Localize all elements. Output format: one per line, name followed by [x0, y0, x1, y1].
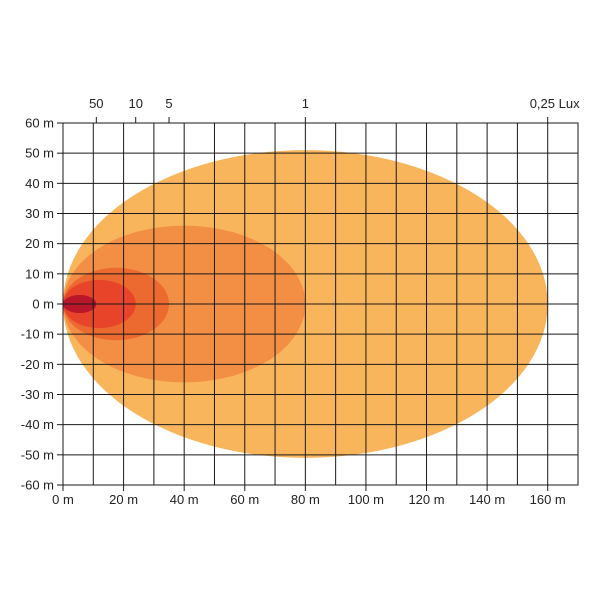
lux-tick-label: 1: [302, 96, 309, 111]
x-tick-label: 80 m: [291, 492, 320, 507]
y-tick-label: 20 m: [25, 236, 54, 251]
y-tick-label: 0 m: [32, 297, 54, 312]
y-tick-label: -60 m: [21, 478, 54, 493]
y-tick-label: 50 m: [25, 146, 54, 161]
y-tick-label: 40 m: [25, 176, 54, 191]
lux-tick-label: 10: [128, 96, 142, 111]
x-tick-label: 160 m: [530, 492, 566, 507]
y-tick-label: -20 m: [21, 357, 54, 372]
y-tick-label: -10 m: [21, 327, 54, 342]
lux-tick-label: 0,25 Lux: [530, 96, 580, 111]
y-tick-label: 10 m: [25, 266, 54, 281]
y-tick-label: 30 m: [25, 206, 54, 221]
x-tick-label: 120 m: [408, 492, 444, 507]
x-axis: 0 m 20 m 40 m 60 m 80 m 100 m 120 m 140 m 160 m: [52, 485, 566, 507]
y-tick-label: -30 m: [21, 387, 54, 402]
x-tick-label: 100 m: [348, 492, 384, 507]
x-tick-label: 20 m: [109, 492, 138, 507]
y-tick-label: -40 m: [21, 417, 54, 432]
x-tick-label: 60 m: [230, 492, 259, 507]
top-lux-axis: 0,25 Lux 1 5 10 50: [89, 96, 580, 123]
y-axis: 60 m 50 m 40 m 30 m 20 m 10 m 0 m -10 m -20 m -30…: [21, 116, 63, 493]
y-tick-label: -50 m: [21, 447, 54, 462]
lux-tick-label: 5: [165, 96, 172, 111]
x-tick-label: 40 m: [170, 492, 199, 507]
x-tick-label: 0 m: [52, 492, 74, 507]
y-tick-label: 60 m: [25, 116, 54, 131]
lux-tick-label: 50: [89, 96, 103, 111]
x-tick-label: 140 m: [469, 492, 505, 507]
